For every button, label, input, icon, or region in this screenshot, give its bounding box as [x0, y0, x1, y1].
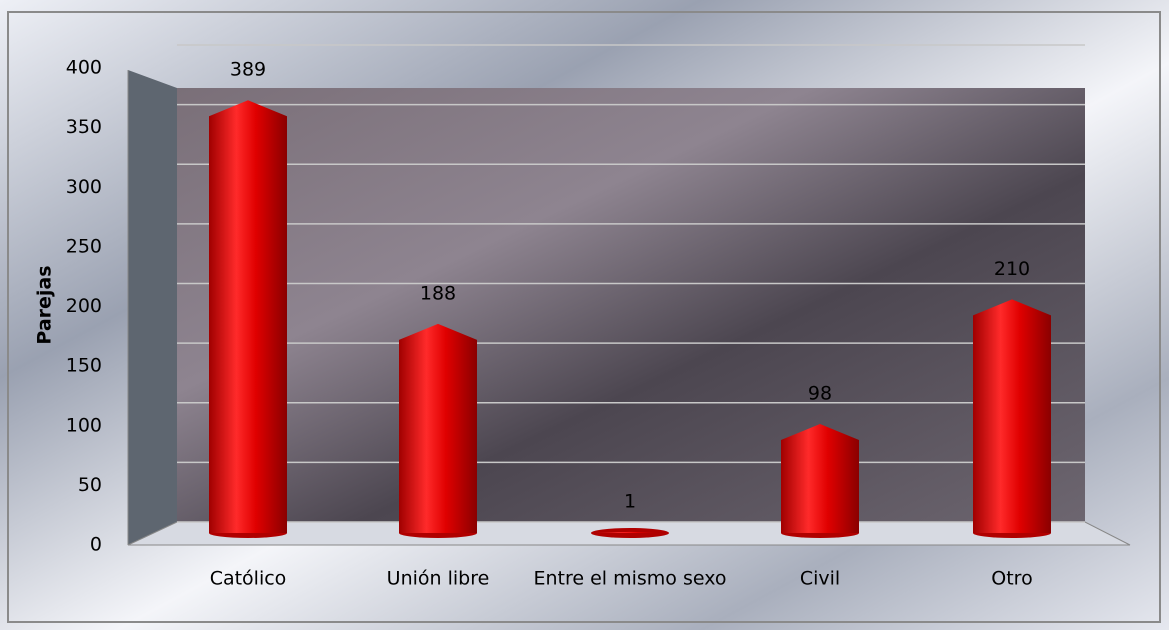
value-label: 210	[994, 258, 1030, 280]
x-tick-label: Católico	[210, 568, 287, 590]
value-label: 389	[230, 59, 266, 81]
side-wall	[128, 70, 177, 545]
y-tick-label: 350	[66, 116, 102, 138]
value-label: 1	[624, 490, 636, 512]
y-tick-label: 200	[66, 295, 102, 317]
x-tick-label: Unión libre	[387, 568, 490, 590]
x-tick-label: Otro	[991, 568, 1032, 590]
bar	[399, 323, 477, 533]
x-tick-label: Entre el mismo sexo	[533, 568, 726, 590]
frame	[7, 11, 1161, 623]
y-tick-label: 0	[90, 534, 102, 556]
y-tick-label: 250	[66, 235, 102, 257]
x-tick-label: Civil	[800, 568, 840, 590]
y-tick-label: 150	[66, 355, 102, 377]
y-axis-title: Parejas	[34, 265, 56, 344]
y-tick-label: 300	[66, 176, 102, 198]
value-label: 188	[420, 282, 456, 304]
bar	[973, 299, 1051, 533]
value-label: 98	[808, 382, 832, 404]
y-tick-label: 400	[66, 57, 102, 79]
bar	[781, 423, 859, 533]
y-tick-label: 100	[66, 414, 102, 436]
bar	[591, 531, 669, 533]
bar	[209, 100, 287, 534]
y-tick-label: 50	[78, 474, 102, 496]
back-wall	[177, 88, 1085, 522]
